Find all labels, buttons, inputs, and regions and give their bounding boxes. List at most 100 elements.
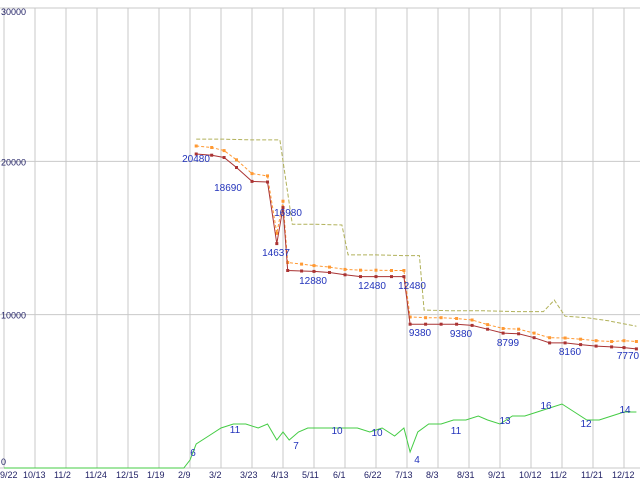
average-price-marker	[610, 340, 614, 343]
count-label: 4	[414, 455, 420, 466]
lowest-price-marker	[235, 166, 238, 169]
average-price-marker	[455, 317, 459, 320]
lowest-price-marker	[563, 341, 567, 345]
lowest-price-marker	[517, 332, 521, 336]
x-tick-label: 8/31	[457, 470, 475, 480]
x-tick-label: 11/2	[54, 470, 71, 480]
lowest-price-marker	[266, 180, 269, 184]
average-price-marker	[250, 172, 254, 176]
lowest-price-marker	[390, 275, 393, 279]
y-tick-label: 10000	[1, 311, 26, 321]
average-price-marker	[390, 269, 393, 272]
price-label: 14637	[262, 248, 290, 259]
y-tick-label: 30000	[1, 7, 26, 17]
average-price-marker	[210, 146, 214, 149]
price-label: 8799	[497, 338, 520, 349]
x-tick-label: 6/22	[364, 470, 382, 480]
lowest-price-marker	[374, 275, 378, 279]
lowest-price-marker	[281, 206, 285, 210]
series-highest-price	[196, 138, 637, 327]
count-label: 11	[451, 426, 462, 437]
average-price-marker	[359, 268, 362, 272]
lowest-price-marker	[286, 269, 290, 272]
lowest-price-marker	[486, 327, 490, 331]
average-price-marker	[548, 336, 552, 340]
average-price-marker	[594, 339, 598, 343]
count-label: 11	[230, 425, 241, 436]
lowest-price-marker	[532, 336, 536, 340]
average-price-marker	[634, 340, 638, 343]
average-price-marker	[439, 316, 443, 320]
x-tick-label: 4/13	[271, 470, 289, 480]
lowest-price-marker	[210, 153, 214, 157]
average-price-marker	[579, 337, 583, 341]
average-price-marker	[563, 336, 567, 340]
x-tick-label: 9/21	[488, 470, 506, 480]
x-tick-label: 1/19	[147, 470, 165, 480]
x-tick-label: 11/2	[550, 470, 567, 480]
price-label: 9380	[409, 328, 432, 339]
x-tick-label: 11/24	[85, 470, 107, 480]
x-tick-label: 9/22	[0, 470, 18, 480]
x-tick-label: 3/2	[209, 470, 222, 480]
x-tick-label: 10/13	[23, 470, 46, 480]
lowest-price-marker	[439, 322, 443, 326]
price-label: 7770	[617, 351, 640, 362]
x-tick-label: 12/12	[612, 470, 635, 480]
lowest-price-marker	[408, 322, 412, 326]
average-price-marker	[517, 327, 521, 331]
lowest-price-marker	[250, 179, 254, 183]
lowest-price-marker	[470, 323, 474, 327]
price-label: 12880	[299, 276, 327, 287]
average-price-marker	[486, 323, 490, 327]
lowest-price-marker	[548, 341, 552, 345]
lowest-price-marker	[222, 156, 226, 159]
lowest-price-marker	[455, 322, 459, 326]
average-price-marker	[408, 315, 412, 319]
lowest-price-marker	[300, 269, 304, 273]
average-price-marker	[281, 199, 285, 203]
x-tick-label: 7/13	[395, 470, 413, 480]
average-price-marker	[275, 231, 279, 235]
average-price-marker	[532, 331, 536, 335]
x-tick-label: 10/12	[519, 470, 542, 480]
price-label: 8160	[559, 347, 582, 358]
x-tick-label: 3/23	[240, 470, 258, 480]
lowest-price-marker	[343, 273, 347, 277]
price-label: 9380	[450, 329, 473, 340]
count-label: 12	[580, 419, 592, 430]
count-label: 6	[190, 448, 196, 459]
lowest-price-marker	[359, 275, 362, 279]
average-price-marker	[312, 264, 316, 268]
x-tick-label: 12/15	[116, 470, 139, 480]
lowest-price-marker	[402, 275, 406, 279]
average-price-marker	[402, 269, 406, 272]
x-tick-label: 5/11	[302, 470, 319, 480]
lowest-price-marker	[501, 331, 505, 335]
lowest-price-marker	[610, 345, 614, 349]
average-price-marker	[300, 262, 304, 266]
lowest-price-marker	[328, 271, 331, 274]
count-label: 7	[293, 441, 299, 452]
average-price-marker	[222, 149, 226, 153]
average-price-marker	[622, 339, 626, 343]
lowest-price-marker	[424, 322, 428, 326]
price-label: 20480	[182, 154, 210, 165]
average-price-marker	[235, 158, 238, 162]
count-label: 10	[371, 428, 383, 439]
x-tick-label: 6/1	[333, 470, 346, 480]
count-label: 10	[331, 426, 343, 437]
lowest-price-marker	[275, 242, 279, 246]
average-price-marker	[194, 144, 198, 148]
average-price-marker	[328, 265, 331, 269]
lowest-price-marker	[312, 269, 316, 273]
lowest-price-marker	[634, 347, 638, 351]
price-label: 12480	[398, 281, 426, 292]
y-tick-label: 20000	[1, 157, 26, 167]
average-price-marker	[470, 318, 474, 322]
x-tick-label: 11/21	[581, 470, 603, 480]
lowest-price-marker	[594, 344, 598, 348]
average-price-marker	[286, 261, 290, 264]
